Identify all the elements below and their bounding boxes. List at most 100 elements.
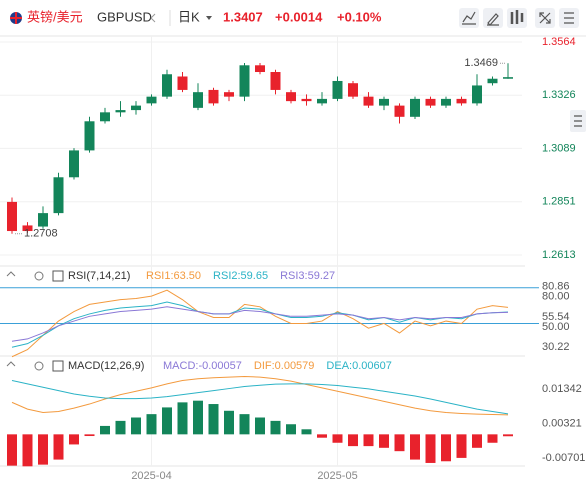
histogram-bar (363, 434, 374, 447)
histogram-bar (208, 404, 219, 435)
candle-body (332, 80, 343, 99)
indicator-line (11, 379, 509, 415)
histogram-bar (22, 434, 33, 467)
histogram-bar (270, 420, 281, 435)
candle-body (53, 177, 64, 214)
histogram-bar (317, 434, 327, 438)
indicator-line (11, 306, 509, 342)
high-label: 1.3469 (464, 57, 498, 69)
fullscreen-button[interactable] (535, 8, 555, 28)
period[interactable]: 日K (178, 9, 200, 24)
candle-body (224, 92, 234, 97)
histogram-bar (177, 402, 188, 435)
candle-body (503, 77, 513, 79)
rsi-settings[interactable] (6, 271, 44, 281)
histogram-bar (332, 434, 343, 443)
macd-toggle[interactable] (52, 360, 64, 372)
y-tick-label: 0.00321 (542, 417, 582, 429)
candle-body (379, 98, 389, 106)
candle-body (22, 225, 33, 232)
candle-body (193, 92, 203, 108)
histogram-bar (84, 434, 95, 437)
candle-body (286, 92, 296, 102)
legend-entry: RSI1:63.50 (146, 270, 201, 282)
indicator-button[interactable] (459, 8, 479, 28)
candle-body (456, 98, 467, 104)
indicator-line (11, 289, 509, 358)
candle-body (100, 112, 110, 122)
candle-body (38, 213, 48, 227)
y-tick-label: 0.01342 (542, 383, 582, 395)
candle-body (472, 85, 482, 104)
candle-body (255, 65, 265, 73)
y-tick-label: 55.54 (542, 311, 570, 323)
macd-settings[interactable] (6, 361, 44, 371)
period-dropdown[interactable] (206, 16, 212, 20)
histogram-bar (239, 414, 250, 435)
candle-body (487, 78, 498, 84)
symbol: GBPUSD (97, 9, 152, 24)
y-tick-label: 1.3089 (542, 142, 576, 154)
histogram-bar (69, 434, 79, 445)
x-tick-label: 2025-04 (131, 470, 171, 482)
candle-body (7, 201, 17, 232)
histogram-bar (53, 434, 64, 460)
histogram-bar (441, 434, 451, 462)
candle-body (317, 98, 327, 104)
histogram-bar (131, 417, 141, 435)
histogram-bar (38, 434, 48, 465)
histogram-bar (379, 434, 389, 448)
chevron[interactable] (150, 13, 156, 23)
settings-button[interactable] (559, 8, 579, 28)
histogram-bar (456, 434, 467, 458)
histogram-bar (115, 420, 126, 435)
histogram-bar (394, 434, 405, 452)
histogram-bar (301, 429, 312, 435)
y-tick-label: 1.3326 (542, 89, 576, 101)
candle-body (162, 74, 172, 97)
y-tick-label: 1.2851 (542, 196, 576, 208)
flag-icon (10, 12, 22, 24)
change: +0.0014 (275, 9, 323, 24)
histogram-bar (193, 400, 203, 435)
indicator-line (11, 375, 509, 416)
histogram-bar (425, 434, 436, 463)
histogram-bar (255, 417, 265, 435)
pair-name: 英镑/美元 (27, 9, 83, 24)
draw-button[interactable] (483, 8, 503, 28)
side-tool[interactable] (570, 110, 586, 132)
candle-body (348, 83, 358, 97)
indicator-line (11, 301, 509, 348)
candle-body (410, 98, 420, 117)
legend-entry: DEA:0.00607 (326, 360, 391, 372)
candle-body (115, 110, 126, 113)
y-tick-label: 80.86 (542, 281, 570, 293)
candle-body (69, 150, 79, 178)
y-tick-label: -0.00701 (542, 452, 585, 464)
legend-entry: RSI3:59.27 (280, 270, 335, 282)
histogram-bar (224, 410, 234, 435)
candle-body (146, 96, 157, 104)
histogram-bar (146, 414, 157, 435)
indicator-title: MACD(12,26,9) (68, 360, 144, 372)
candle-body (363, 96, 374, 106)
x-tick-label: 2025-05 (317, 470, 357, 482)
chart-type-button[interactable] (507, 8, 527, 28)
rsi-toggle[interactable] (52, 270, 64, 282)
candle-body (84, 121, 95, 151)
histogram-bar (503, 434, 513, 437)
y-tick-label: 80.00 (542, 291, 570, 303)
candle-body (301, 98, 312, 102)
candle-body (208, 89, 219, 104)
candle-body (239, 65, 250, 97)
histogram-bar (286, 424, 296, 435)
indicator-title: RSI(7,14,21) (68, 270, 130, 282)
candle-body (270, 72, 281, 90)
change-percent: +0.10% (337, 9, 382, 24)
histogram-bar (162, 407, 172, 435)
candle-body (131, 105, 141, 111)
candle-body (177, 76, 188, 90)
histogram-bar (487, 434, 498, 443)
